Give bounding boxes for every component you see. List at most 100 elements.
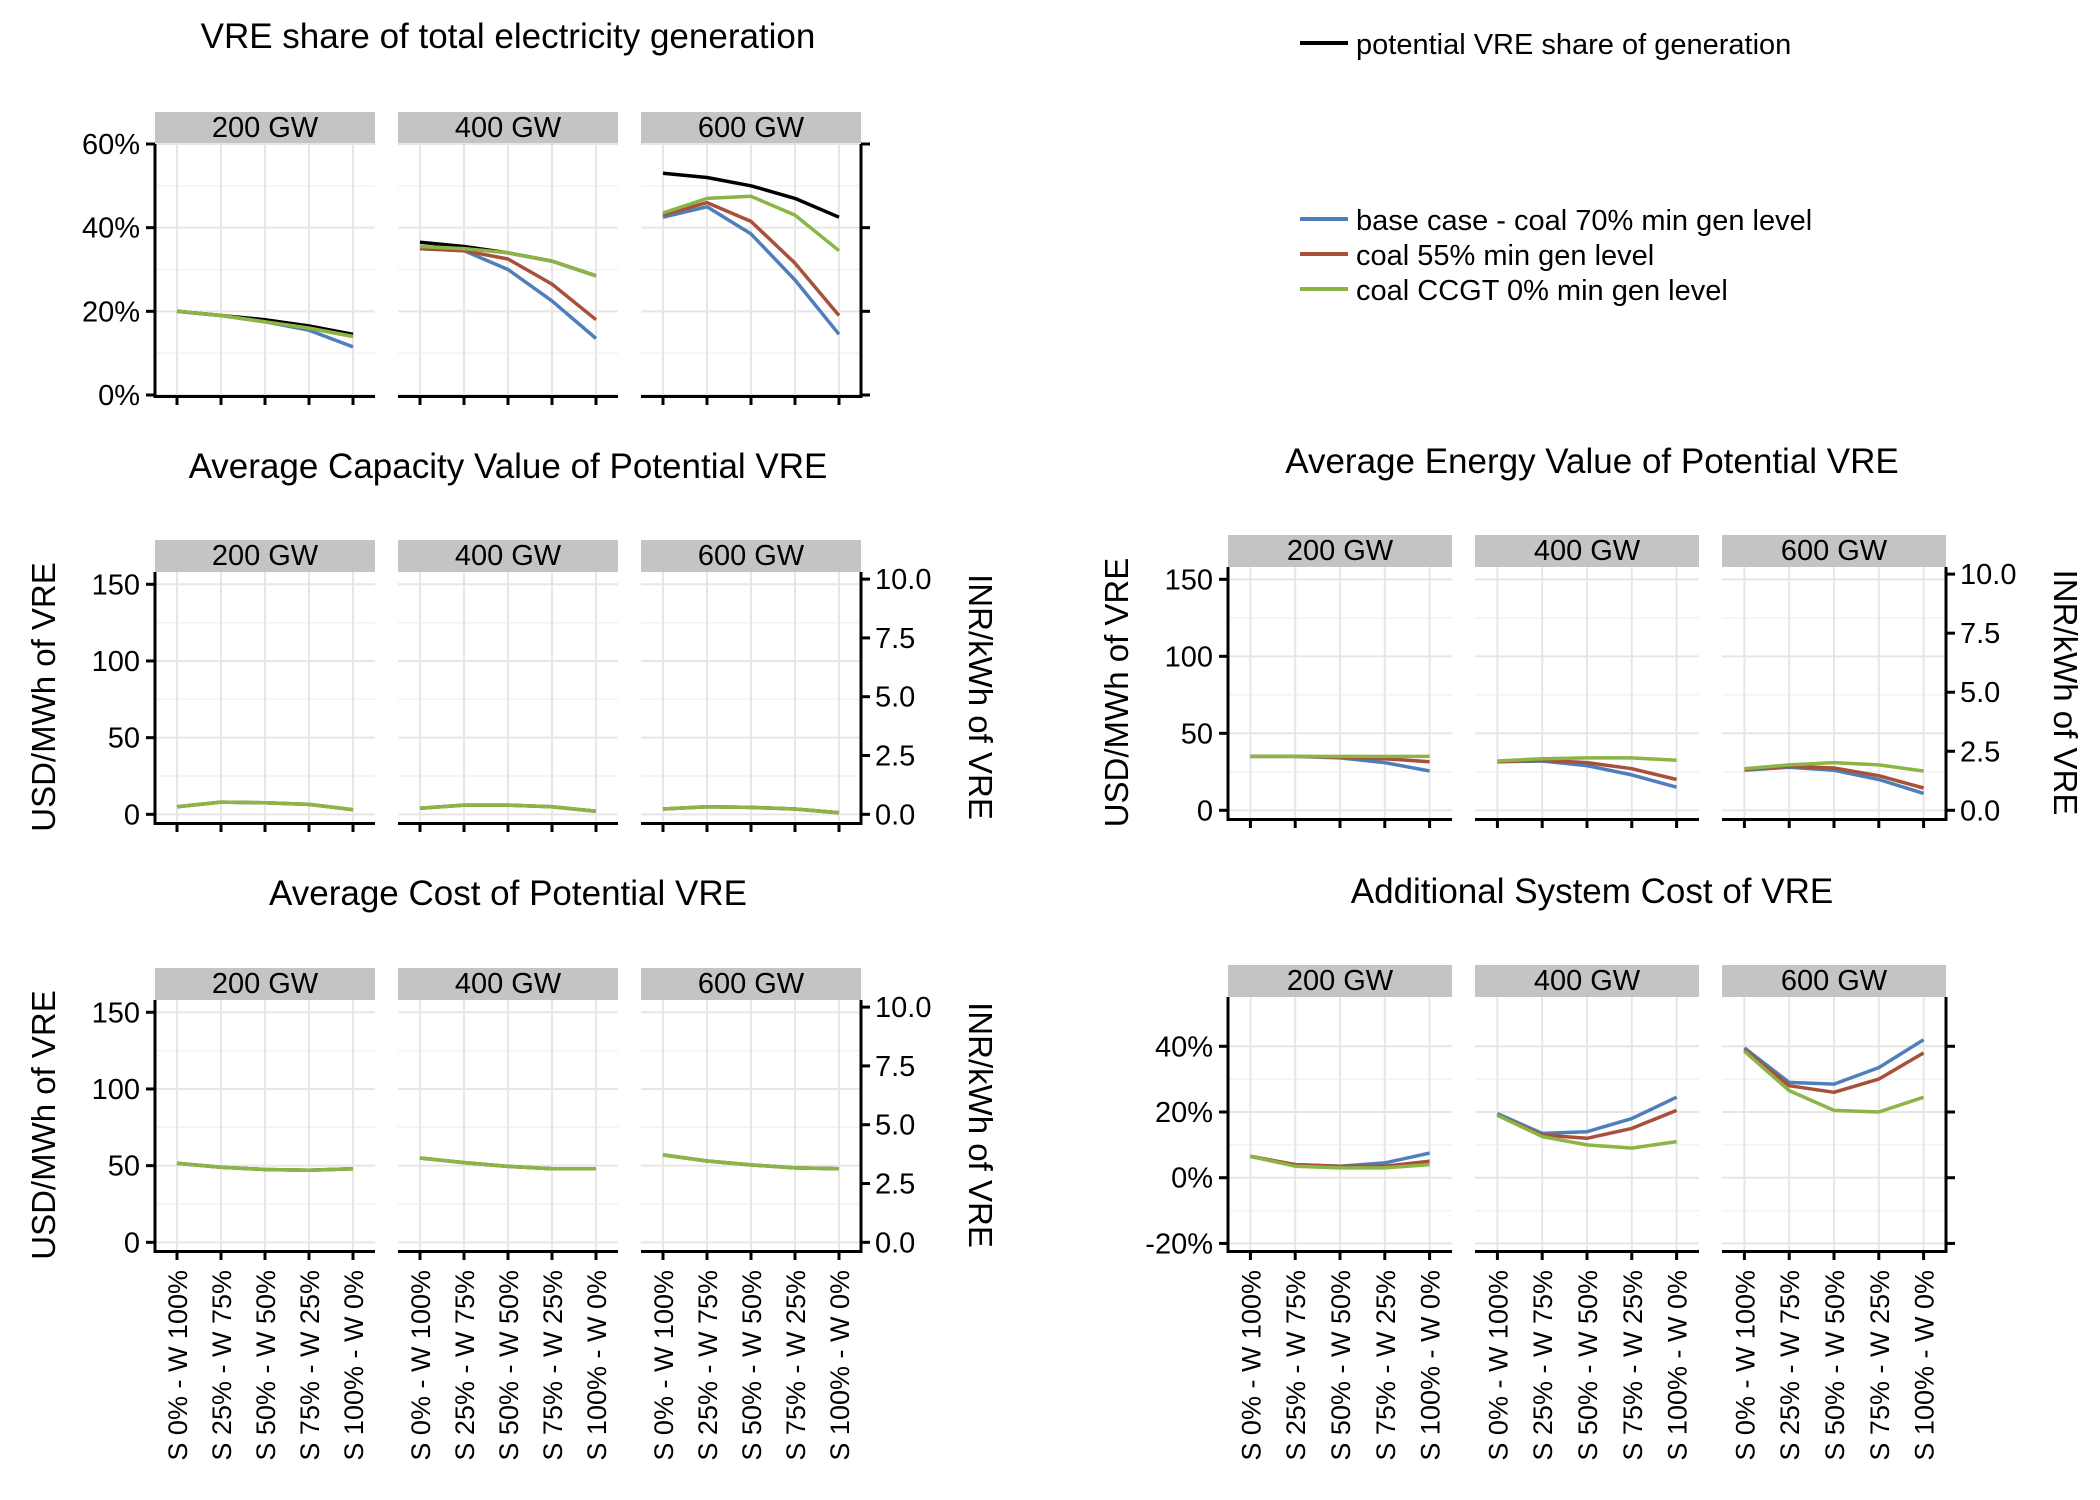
facet-label: 200 GW bbox=[1287, 535, 1394, 567]
y-tick-label: 150 bbox=[92, 997, 140, 1029]
series-line-coal55 bbox=[662, 200, 841, 317]
y2-tick-label: 7.5 bbox=[875, 623, 915, 655]
facet-strip bbox=[1722, 965, 1946, 997]
x-tick-label: S 50% - W 50% bbox=[737, 1270, 767, 1461]
facet-label: 400 GW bbox=[1534, 965, 1641, 997]
x-tick-label: S 25% - W 75% bbox=[1281, 1270, 1311, 1461]
y2-tick-label: 0.0 bbox=[875, 799, 915, 831]
facet-strip bbox=[641, 968, 861, 1000]
series-line-ccgt0 bbox=[662, 1153, 840, 1171]
y2-tick-label: 0.0 bbox=[1960, 795, 2000, 827]
x-tick-label: S 25% - W 75% bbox=[1528, 1270, 1558, 1461]
facet-panel: 400 GW bbox=[398, 112, 618, 405]
chart-1: VRE share of total electricity generatio… bbox=[82, 17, 870, 412]
series-line-base bbox=[662, 205, 841, 336]
y2-axis-title: INR/kWh of VRE bbox=[2047, 570, 2084, 816]
y2-tick-label: 7.5 bbox=[875, 1051, 915, 1083]
x-tick-label: S 25% - W 75% bbox=[1775, 1270, 1805, 1461]
series-line-ccgt0 bbox=[1250, 1154, 1430, 1170]
y-axis-title: USD/MWh of VRE bbox=[25, 990, 62, 1260]
x-tick-label: S 25% - W 75% bbox=[693, 1270, 723, 1461]
series-line-ccgt0 bbox=[176, 800, 354, 812]
series-line-ccgt0 bbox=[1497, 756, 1677, 763]
x-tick-label: S 25% - W 75% bbox=[450, 1270, 480, 1461]
facet-strip bbox=[1722, 535, 1946, 567]
charts: VRE share of total electricity generatio… bbox=[25, 17, 2084, 1461]
x-tick-label: S 50% - W 50% bbox=[1573, 1270, 1603, 1461]
facet-panel: 200 GW bbox=[155, 112, 375, 405]
x-tick-label: S 0% - W 100% bbox=[649, 1270, 679, 1461]
facet-strip bbox=[641, 540, 861, 572]
series-line-ccgt0 bbox=[1743, 1049, 1925, 1114]
x-tick-label: S 0% - W 100% bbox=[1236, 1270, 1266, 1461]
y-axis-title: USD/MWh of VRE bbox=[1098, 558, 1135, 828]
series-line-ccgt0 bbox=[1496, 1113, 1677, 1150]
y-tick-label: 20% bbox=[82, 296, 140, 328]
x-tick-label: S 100% - W 0% bbox=[582, 1270, 612, 1461]
y-tick-label: 50 bbox=[108, 1151, 140, 1183]
series-line-ccgt0 bbox=[1744, 760, 1924, 773]
y2-tick-label: 10.0 bbox=[875, 564, 931, 596]
facet-strip bbox=[641, 112, 861, 144]
x-tick-label: S 100% - W 0% bbox=[1663, 1270, 1693, 1461]
y2-tick-label: 10.0 bbox=[875, 992, 931, 1024]
chart-title: VRE share of total electricity generatio… bbox=[201, 17, 816, 56]
y2-tick-label: 7.5 bbox=[1960, 618, 2000, 650]
legend-entry: potential VRE share of generation bbox=[1300, 29, 1791, 61]
facet-label: 600 GW bbox=[698, 968, 805, 1000]
chart-title: Average Energy Value of Potential VRE bbox=[1285, 442, 1899, 481]
facet-label: 400 GW bbox=[455, 540, 562, 572]
y-tick-label: 40% bbox=[82, 213, 140, 245]
series-line-base bbox=[1743, 1038, 1925, 1086]
x-tick-label: S 50% - W 50% bbox=[494, 1270, 524, 1461]
legend-label: base case - coal 70% min gen level bbox=[1356, 205, 1812, 237]
y-tick-label: 50 bbox=[1181, 718, 1213, 750]
y-tick-label: 150 bbox=[92, 569, 140, 601]
facet-label: 600 GW bbox=[1781, 965, 1888, 997]
y-tick-label: 60% bbox=[82, 129, 140, 161]
y-tick-label: 40% bbox=[1155, 1031, 1213, 1063]
y-tick-label: 100 bbox=[92, 1074, 140, 1106]
series-line-ccgt0 bbox=[419, 1156, 596, 1171]
y2-tick-label: 10.0 bbox=[1960, 559, 2016, 591]
facet-panel: 200 GW S 0% - W 100% S 25% - W 75% S 50% - … bbox=[155, 968, 375, 1461]
facet-label: 600 GW bbox=[698, 540, 805, 572]
facet-panel: 200 GW bbox=[1228, 535, 1452, 828]
series-line-potential bbox=[662, 171, 840, 219]
x-tick-label: S 75% - W 25% bbox=[538, 1270, 568, 1461]
y2-axis-title: INR/kWh of VRE bbox=[962, 574, 999, 820]
facet-panel: 200 GW bbox=[155, 540, 375, 832]
chart-title: Additional System Cost of VRE bbox=[1351, 872, 1833, 911]
facet-panel: 600 GW bbox=[1722, 535, 1946, 828]
y-tick-label: -20% bbox=[1145, 1228, 1213, 1260]
series-line-ccgt0 bbox=[176, 1161, 354, 1172]
x-tick-label: S 0% - W 100% bbox=[1483, 1270, 1513, 1461]
legend-entry: coal CCGT 0% min gen level bbox=[1300, 275, 1728, 307]
facet-label: 400 GW bbox=[1534, 535, 1641, 567]
series-line-ccgt0 bbox=[176, 309, 354, 339]
facet-panel: 400 GW S 0% - W 100% S 25% - W 75% S 50% - … bbox=[1475, 965, 1699, 1461]
facet-strip bbox=[1475, 965, 1699, 997]
y-tick-label: 0% bbox=[1171, 1163, 1213, 1195]
chart-title: Average Capacity Value of Potential VRE bbox=[189, 447, 828, 486]
series-line-coal55 bbox=[419, 246, 598, 322]
y-tick-label: 0 bbox=[1197, 795, 1213, 827]
legend: potential VRE share of generation base ca… bbox=[1300, 29, 1812, 307]
facet-strip bbox=[1228, 535, 1452, 567]
y2-axis-title: INR/kWh of VRE bbox=[962, 1002, 999, 1248]
facet-strip bbox=[155, 540, 375, 572]
facet-label: 200 GW bbox=[1287, 965, 1394, 997]
y-tick-label: 50 bbox=[108, 723, 140, 755]
y-tick-label: 20% bbox=[1155, 1097, 1213, 1129]
x-tick-label: S 25% - W 75% bbox=[207, 1270, 237, 1461]
y-tick-label: 100 bbox=[1165, 641, 1213, 673]
y2-tick-label: 5.0 bbox=[1960, 677, 2000, 709]
facet-panel: 600 GW bbox=[641, 112, 861, 405]
x-tick-label: S 50% - W 50% bbox=[251, 1270, 281, 1461]
x-tick-label: S 0% - W 100% bbox=[163, 1270, 193, 1461]
x-tick-label: S 0% - W 100% bbox=[406, 1270, 436, 1461]
y2-tick-label: 0.0 bbox=[875, 1227, 915, 1259]
x-tick-label: S 100% - W 0% bbox=[825, 1270, 855, 1461]
y-tick-label: 0 bbox=[124, 1227, 140, 1259]
